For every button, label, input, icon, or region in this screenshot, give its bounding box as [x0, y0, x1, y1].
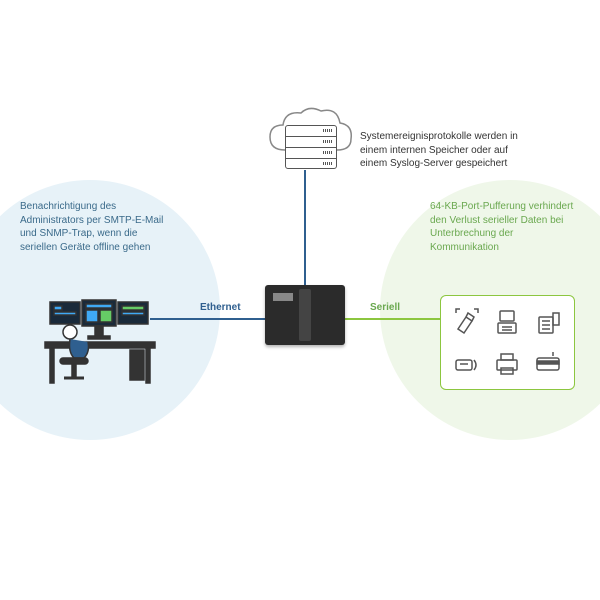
- barcode-scanner-icon: [449, 304, 485, 341]
- serial-caption: 64-KB-Port-Pufferung verhindert den Verl…: [430, 200, 580, 254]
- admin-workstation-icon: [40, 280, 170, 395]
- link-cloud: [304, 170, 306, 285]
- card-reader-icon: [530, 345, 566, 382]
- serial-label: Seriell: [370, 302, 400, 313]
- admin-caption: Benachrichtigung des Administrators per …: [20, 200, 170, 254]
- pos-terminal-icon: [489, 304, 525, 341]
- sensor-icon: [449, 345, 485, 382]
- cloud-caption: Systemereignisprotokolle werden in einem…: [360, 130, 530, 171]
- other-device-icon: [530, 304, 566, 341]
- diagram-canvas: Benachrichtigung des Administrators per …: [0, 0, 600, 600]
- ethernet-label: Ethernet: [200, 302, 241, 313]
- syslog-server-icon: [285, 125, 337, 169]
- serial-devices-box: [440, 295, 575, 390]
- link-serial: [345, 318, 440, 320]
- serial-device-server: [265, 285, 345, 345]
- printer-icon: [489, 345, 525, 382]
